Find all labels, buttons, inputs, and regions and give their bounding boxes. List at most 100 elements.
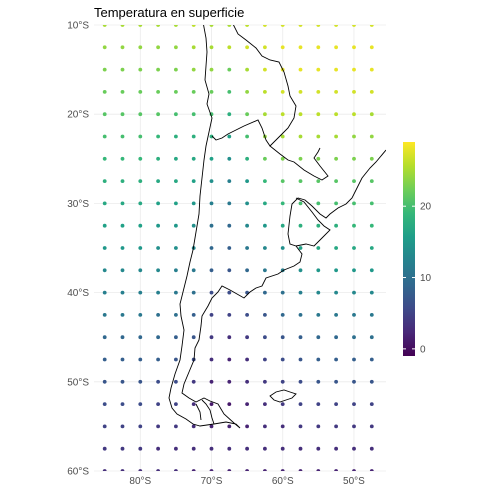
- temperature-point: [316, 201, 321, 206]
- temperature-point: [209, 179, 214, 184]
- temperature-point: [227, 134, 232, 139]
- temperature-point: [120, 469, 125, 471]
- temperature-point: [298, 290, 303, 295]
- temperature-point: [352, 313, 356, 317]
- temperature-point: [245, 156, 250, 161]
- temperature-point: [245, 201, 250, 206]
- temperature-point: [334, 67, 338, 72]
- temperature-point: [174, 223, 178, 228]
- temperature-point: [156, 201, 161, 206]
- temperature-point: [120, 446, 125, 451]
- temperature-point: [352, 45, 356, 50]
- temperature-point: [352, 25, 356, 27]
- temperature-point: [174, 67, 178, 72]
- temperature-point: [352, 402, 356, 406]
- temperature-point: [263, 424, 267, 429]
- temperature-point: [227, 402, 232, 406]
- temperature-point: [227, 379, 232, 384]
- temperature-point: [156, 446, 161, 451]
- temperature-point: [174, 424, 178, 429]
- temperature-point: [369, 112, 374, 117]
- temperature-point: [280, 25, 285, 27]
- temperature-point: [369, 424, 374, 429]
- coastline-outline: [168, 25, 386, 429]
- temperature-point: [209, 379, 214, 384]
- temperature-point: [120, 223, 125, 228]
- temperature-point: [352, 246, 356, 250]
- temperature-point: [280, 379, 285, 384]
- temperature-point: [156, 25, 160, 27]
- temperature-point: [352, 90, 356, 94]
- y-tick-label: 50°S: [67, 377, 89, 388]
- temperature-point: [227, 25, 232, 27]
- temperature-point: [209, 246, 214, 250]
- temperature-point: [102, 45, 107, 50]
- temperature-point: [298, 112, 303, 117]
- temperature-point: [280, 357, 285, 362]
- temperature-point: [298, 201, 303, 206]
- temperature-point: [120, 424, 125, 429]
- temperature-point: [334, 424, 338, 429]
- temperature-point: [369, 134, 374, 139]
- temperature-point: [174, 290, 178, 295]
- temperature-point: [369, 446, 374, 451]
- temperature-point: [369, 246, 374, 250]
- temperature-point: [316, 290, 321, 295]
- inland-boundary-south: [269, 145, 329, 181]
- temperature-point: [156, 246, 161, 250]
- temperature-point: [102, 246, 107, 250]
- temperature-point: [120, 156, 125, 161]
- gridlines: [94, 24, 386, 472]
- temperature-point: [369, 25, 374, 27]
- temperature-point: [120, 402, 125, 406]
- temperature-point: [352, 201, 356, 206]
- temperature-point: [102, 424, 107, 429]
- temperature-point: [120, 134, 125, 139]
- temperature-point: [156, 357, 161, 362]
- temperature-point: [316, 246, 321, 250]
- temperature-point: [156, 112, 161, 117]
- temperature-point: [138, 290, 143, 295]
- temperature-point: [316, 335, 321, 340]
- temperature-point: [316, 313, 321, 317]
- temperature-point: [245, 179, 250, 184]
- temperature-point: [191, 179, 196, 184]
- temperature-point: [369, 67, 374, 72]
- temperature-point: [245, 223, 250, 228]
- temperature-point: [174, 268, 178, 273]
- temperature-point: [156, 290, 161, 295]
- temperature-point: [191, 469, 196, 471]
- temperature-point: [245, 67, 250, 72]
- temperature-point: [334, 379, 338, 384]
- temperature-point: [209, 156, 214, 161]
- temperature-point: [369, 223, 374, 228]
- temperature-point: [316, 424, 321, 429]
- temperature-point: [298, 25, 303, 27]
- temperature-point: [174, 201, 178, 206]
- temperature-point: [280, 223, 285, 228]
- temperature-point: [245, 246, 250, 250]
- temperature-point: [138, 201, 143, 206]
- temperature-point: [298, 67, 303, 72]
- inland-boundary-north: [211, 25, 297, 147]
- temperature-point: [156, 45, 161, 50]
- temperature-point: [120, 179, 125, 184]
- temperature-point: [156, 379, 161, 384]
- tierra-del-fuego-outline: [195, 399, 215, 425]
- temperature-point: [263, 446, 267, 451]
- temperature-point: [316, 90, 321, 94]
- temperature-point: [138, 223, 143, 228]
- temperature-points: [102, 25, 374, 471]
- temperature-point: [174, 313, 178, 317]
- colorbar-tick-label: 20: [420, 202, 432, 213]
- falkland-islands-outline: [269, 389, 297, 403]
- temperature-point: [352, 268, 356, 273]
- temperature-point: [156, 402, 161, 406]
- temperature-point: [191, 112, 196, 117]
- temperature-point: [227, 446, 232, 451]
- temperature-point: [102, 335, 107, 340]
- temperature-point: [316, 379, 321, 384]
- temperature-point: [263, 45, 267, 50]
- x-tick-label: 80°S: [129, 476, 151, 487]
- temperature-point: [227, 469, 232, 471]
